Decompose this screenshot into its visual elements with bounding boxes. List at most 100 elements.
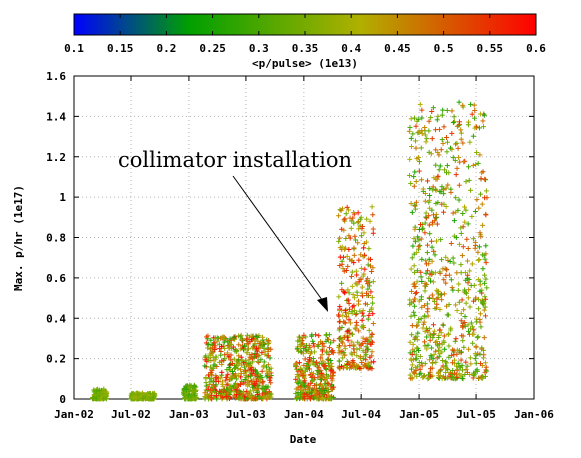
data-point [205,336,211,342]
data-point [416,227,422,233]
data-point [438,189,444,195]
data-point [441,191,447,197]
data-point [475,276,481,282]
data-point [307,351,313,357]
data-point [305,384,311,390]
data-point [339,324,345,330]
data-point [431,331,437,337]
data-point [446,354,452,360]
data-point [445,139,451,145]
data-point [416,237,422,243]
annotation: collimator installation [118,148,352,312]
data-point [363,351,369,357]
data-point [355,240,361,246]
data-point [349,331,355,337]
data-point [425,268,431,274]
data-point [450,255,456,261]
data-point [455,145,461,151]
data-point [412,226,418,232]
data-point [367,263,373,269]
data-point [466,177,472,183]
data-point [441,209,447,215]
data-point [229,361,235,367]
data-point [255,358,261,364]
data-point [454,123,460,129]
data-point [416,129,422,135]
data-point [409,288,415,294]
data-point [466,164,472,170]
data-point [446,170,452,176]
data-point [415,234,421,240]
data-point [458,318,464,324]
data-point [421,303,427,309]
y-tick-label: 1.2 [46,151,66,164]
data-point [426,222,432,228]
data-point [210,349,216,355]
data-point [238,337,244,343]
data-point [441,124,447,130]
data-point [319,396,325,402]
data-point [482,304,488,310]
data-point [466,346,472,352]
data-point [251,376,257,382]
data-point [268,380,274,386]
data-point [225,338,231,344]
data-point [477,152,483,158]
data-point [301,362,307,368]
data-point [424,334,430,340]
data-point [350,292,356,298]
data-point [217,388,223,394]
data-point [413,334,419,340]
data-point [437,269,443,275]
data-point [434,305,440,311]
data-point [328,340,334,346]
data-point [425,306,431,312]
data-point [438,237,444,243]
data-point [462,219,468,225]
data-point [417,371,423,377]
data-point [322,378,328,384]
data-point [433,127,439,133]
data-point [450,210,456,216]
data-point [426,213,432,219]
data-point [356,257,362,263]
data-point [241,394,247,400]
data-point [456,281,462,287]
data-point [452,157,458,163]
data-point [219,369,225,375]
data-point [433,215,439,221]
data-point [349,283,355,289]
data-point [256,395,262,401]
data-point [203,376,209,382]
data-point [347,235,353,241]
data-point [313,332,319,338]
data-point [368,289,374,295]
data-point [408,180,414,186]
data-point [427,231,433,237]
data-point [306,357,312,363]
data-point [244,332,250,338]
data-point [407,339,413,345]
data-point [209,350,215,356]
data-point [445,258,451,264]
data-point [428,354,434,360]
data-point [416,319,422,325]
data-point [307,366,313,372]
x-tick-label: Jul-04 [341,408,381,421]
data-point [443,370,449,376]
data-point [254,374,260,380]
colorbar-label: <p/pulse> (1e13) [252,57,358,70]
data-point [470,133,476,139]
data-point [352,325,358,331]
data-point [431,328,437,334]
data-point [366,327,372,333]
data-point [323,332,329,338]
data-point [409,209,415,215]
data-point [351,252,357,258]
data-point [426,128,432,134]
data-point [426,357,432,363]
data-point [327,364,333,370]
data-point [359,310,365,316]
data-point [357,308,363,314]
data-point [463,359,469,365]
